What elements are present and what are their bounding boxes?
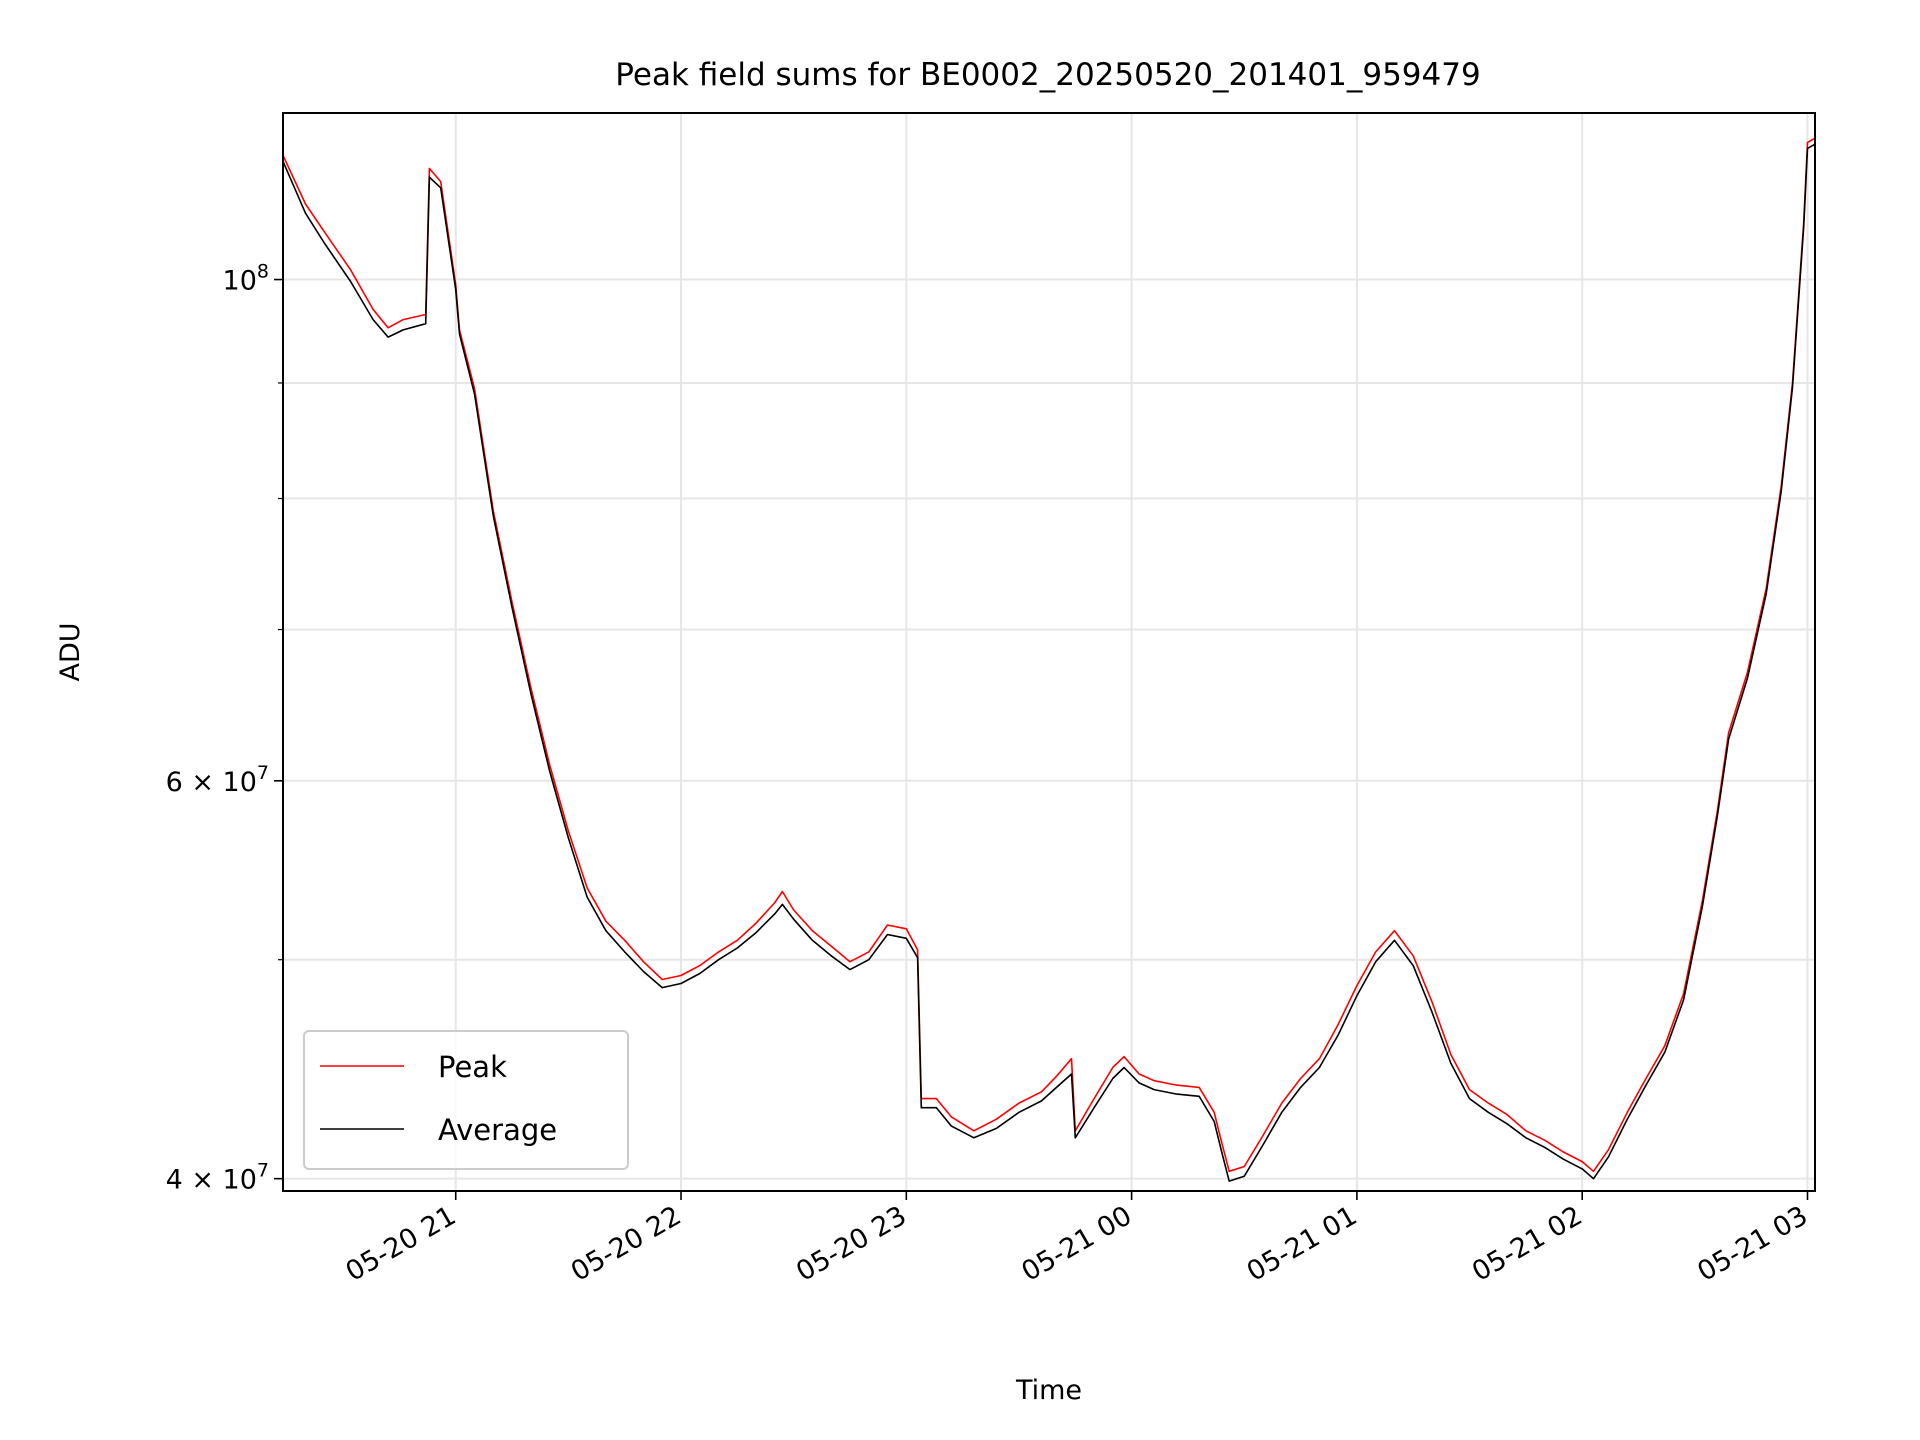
- y-axis-label: ADU: [55, 622, 86, 681]
- grid-lines: [283, 113, 1815, 1191]
- legend-peak-label: Peak: [438, 1050, 507, 1084]
- series-lines: [283, 137, 1815, 1182]
- legend: Peak Average: [303, 1030, 629, 1170]
- series-line-peak: [283, 137, 1815, 1173]
- legend-average-label: Average: [438, 1113, 557, 1147]
- chart-title: Peak field sums for BE0002_20250520_2014…: [615, 57, 1480, 93]
- y-tick-label: 4 × 107: [166, 1160, 269, 1196]
- x-axis-label: Time: [1015, 1375, 1082, 1406]
- y-tick-label: 6 × 107: [166, 762, 269, 798]
- y-tick-label: 108: [223, 261, 269, 297]
- plot-area-frame: [282, 112, 1816, 1192]
- series-line-average: [283, 143, 1815, 1182]
